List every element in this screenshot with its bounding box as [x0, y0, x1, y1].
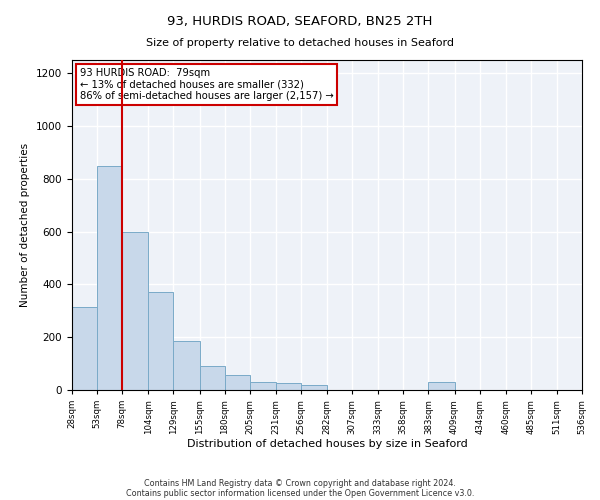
Y-axis label: Number of detached properties: Number of detached properties [20, 143, 31, 307]
Bar [301, 384, 327, 390]
Bar [72, 307, 97, 390]
Bar [173, 341, 199, 390]
Bar [199, 366, 224, 390]
Text: Contains public sector information licensed under the Open Government Licence v3: Contains public sector information licen… [126, 488, 474, 498]
Bar [122, 232, 148, 390]
Text: 93 HURDIS ROAD:  79sqm
← 13% of detached houses are smaller (332)
86% of semi-de: 93 HURDIS ROAD: 79sqm ← 13% of detached … [80, 68, 334, 102]
X-axis label: Distribution of detached houses by size in Seaford: Distribution of detached houses by size … [187, 440, 467, 450]
Text: Size of property relative to detached houses in Seaford: Size of property relative to detached ho… [146, 38, 454, 48]
Bar [97, 166, 122, 390]
Text: 93, HURDIS ROAD, SEAFORD, BN25 2TH: 93, HURDIS ROAD, SEAFORD, BN25 2TH [167, 15, 433, 28]
Bar [250, 382, 276, 390]
Bar [428, 382, 455, 390]
Bar [224, 376, 250, 390]
Text: Contains HM Land Registry data © Crown copyright and database right 2024.: Contains HM Land Registry data © Crown c… [144, 478, 456, 488]
Bar [276, 384, 301, 390]
Bar [148, 292, 173, 390]
